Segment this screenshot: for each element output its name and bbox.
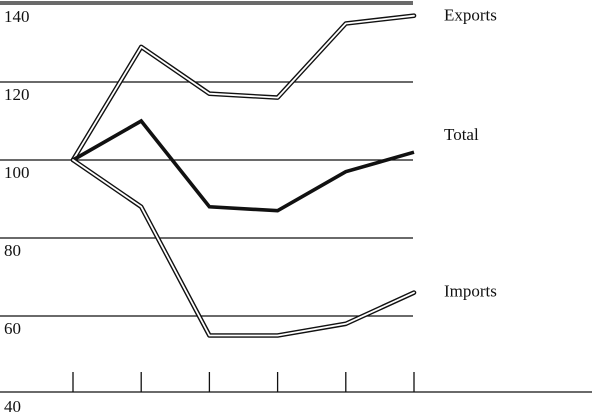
- y-tick-labels: 40 60 80 100 120 140: [4, 7, 30, 416]
- series-line-total: [72, 118, 415, 213]
- series-label-total: Total: [444, 125, 479, 144]
- series-line-imports-inner: [72, 159, 415, 337]
- y-tick-label-140: 140: [4, 7, 30, 26]
- series-line-exports: [70, 13, 417, 163]
- gridlines: [0, 1, 413, 317]
- series-line-exports-inner: [72, 14, 415, 161]
- series-label-exports: Exports: [444, 6, 497, 25]
- y-tick-label-40: 40: [4, 397, 21, 416]
- series-lines: [70, 13, 417, 338]
- y-tick-label-120: 120: [4, 85, 30, 104]
- series-label-imports: Imports: [444, 282, 497, 301]
- y-tick-label-80: 80: [4, 241, 21, 260]
- series-line-imports: [70, 157, 417, 338]
- x-axis: [0, 372, 592, 393]
- y-tick-label-60: 60: [4, 319, 21, 338]
- y-tick-label-100: 100: [4, 163, 30, 182]
- series-labels: Exports Total Imports: [444, 6, 497, 301]
